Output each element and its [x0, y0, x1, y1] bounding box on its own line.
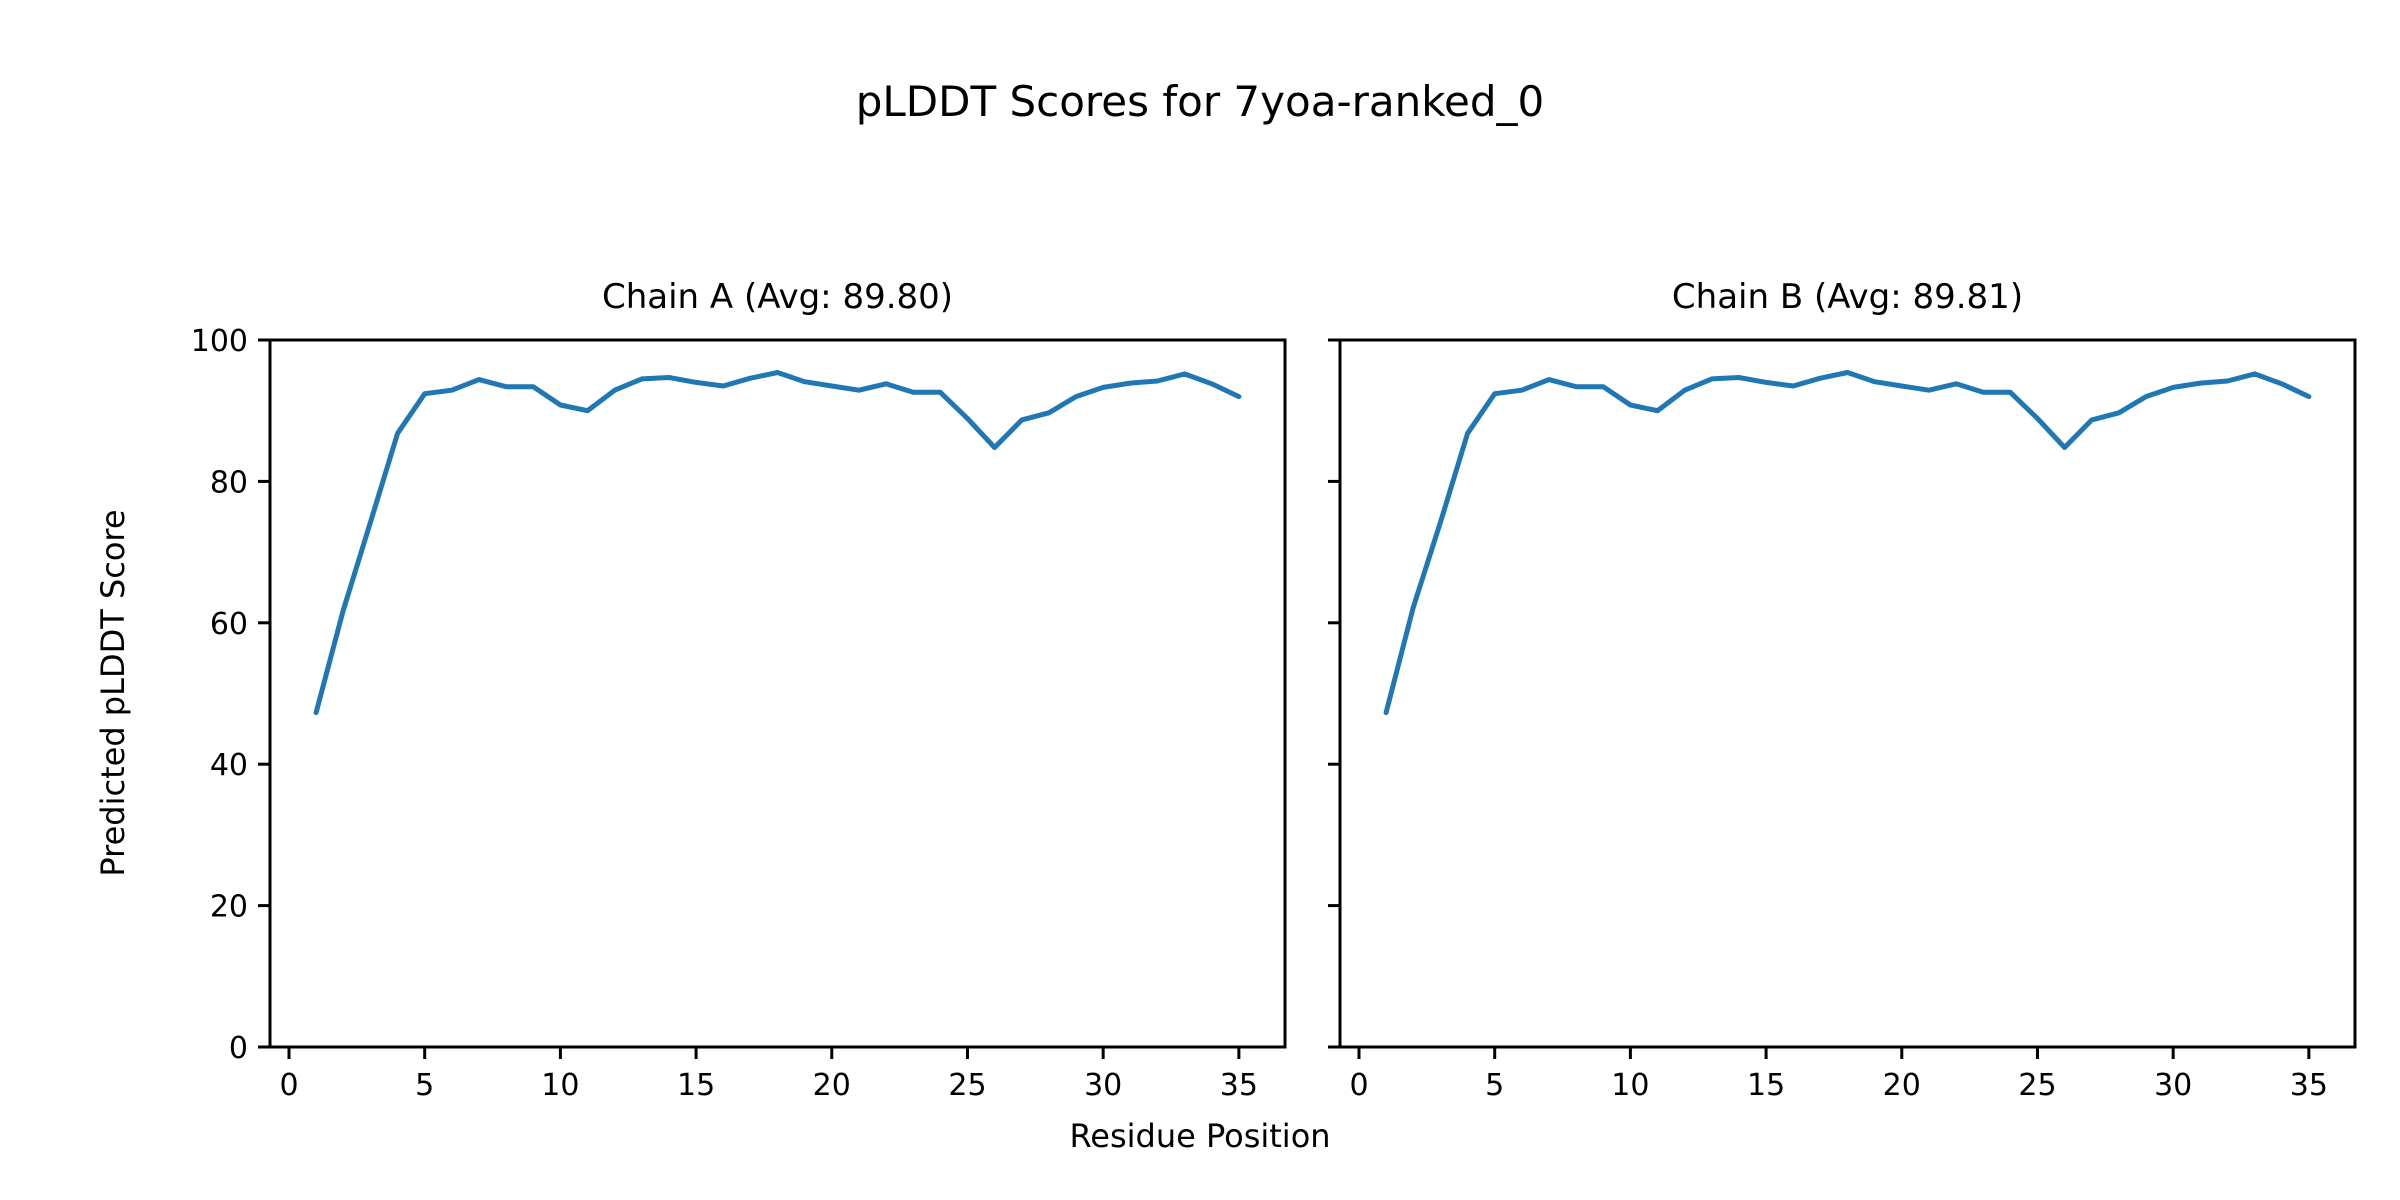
subplot-title-chain-a: Chain A (Avg: 89.80) [602, 277, 953, 317]
subplot-chain-a: Chain A (Avg: 89.80) 0 5 10 15 20 25 30 35 0 20 40 6… [191, 277, 1287, 1103]
plddt-line-chain-b [1383, 370, 2312, 716]
y-tick-label: 0 [229, 1031, 248, 1066]
x-tick-label: 35 [1220, 1068, 1258, 1103]
x-tick-label: 30 [1084, 1068, 1122, 1103]
x-tick-label: 15 [1747, 1068, 1785, 1103]
y-tick-label: 60 [210, 607, 248, 642]
x-tick-label: 25 [948, 1068, 986, 1103]
y-tick-label: 80 [210, 465, 248, 500]
axes-spines-chain-b [1338, 338, 2357, 1049]
x-tick-label: 10 [1611, 1068, 1649, 1103]
x-tick-label: 0 [279, 1068, 298, 1103]
subplot-chain-b: Chain B (Avg: 89.81) 0 5 10 15 20 25 30 35 [1328, 277, 2357, 1103]
x-axis-label: Residue Position [1069, 1117, 1331, 1155]
x-tick-label: 10 [541, 1068, 579, 1103]
y-tick-label: 40 [210, 748, 248, 783]
x-tick-label: 20 [813, 1068, 851, 1103]
y-tick-label: 100 [191, 324, 248, 359]
x-tick-label: 5 [415, 1068, 434, 1103]
x-tick-label: 25 [2018, 1068, 2056, 1103]
x-tick-label: 15 [677, 1068, 715, 1103]
x-tick-label: 0 [1349, 1068, 1368, 1103]
y-tick-label: 20 [210, 890, 248, 925]
x-tick-label: 5 [1485, 1068, 1504, 1103]
plddt-line-chain-a [313, 370, 1242, 716]
subplot-title-chain-b: Chain B (Avg: 89.81) [1672, 277, 2023, 317]
axes-spines-chain-a [268, 338, 1287, 1049]
x-tick-label: 20 [1883, 1068, 1921, 1103]
figure-title: pLDDT Scores for 7yoa-ranked_0 [855, 77, 1545, 126]
x-tick-label: 35 [2290, 1068, 2328, 1103]
x-tick-label: 30 [2154, 1068, 2192, 1103]
